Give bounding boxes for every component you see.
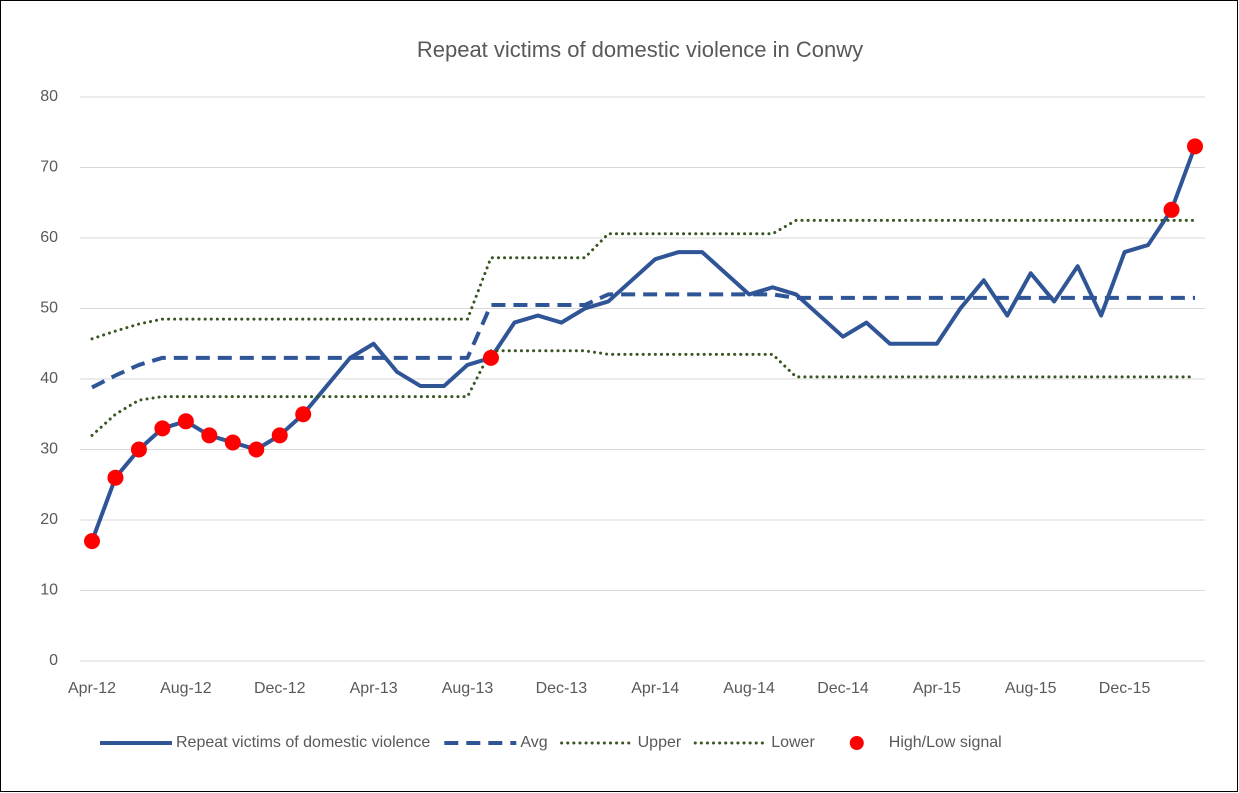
signal-marker (295, 406, 312, 423)
legend-label: Lower (771, 734, 815, 751)
signal-marker (107, 469, 124, 486)
x-tick-label: Dec-14 (817, 680, 869, 697)
x-tick-label: Apr-14 (631, 680, 679, 697)
signal-marker (1163, 201, 1180, 218)
legend-label: High/Low signal (889, 734, 1002, 751)
x-tick-label: Apr-12 (68, 680, 116, 697)
x-tick-label: Apr-13 (350, 680, 398, 697)
signal-marker (1187, 138, 1203, 155)
x-tick-label: Aug-15 (1005, 680, 1057, 697)
signal-marker (201, 427, 218, 444)
series-line (91, 292, 1195, 390)
signal-marker (271, 427, 288, 444)
y-tick-label: 20 (40, 511, 58, 528)
signal-marker (224, 434, 241, 451)
y-tick-label: 50 (40, 300, 58, 317)
y-tick-label: 30 (40, 441, 58, 458)
x-tick-label: Apr-15 (913, 680, 961, 697)
chart-title: Repeat victims of domestic violence in C… (417, 37, 863, 62)
y-tick-label: 0 (49, 652, 58, 669)
series-line (90, 349, 1197, 437)
y-tick-label: 10 (40, 582, 58, 599)
x-tick-label: Dec-15 (1099, 680, 1151, 697)
legend-label: Repeat victims of domestic violence (176, 734, 430, 751)
signal-marker (177, 413, 194, 430)
x-tick-label: Dec-13 (536, 680, 588, 697)
x-tick-label: Aug-14 (723, 680, 775, 697)
signal-marker (84, 533, 100, 550)
signal-marker (154, 420, 171, 437)
legend-label: Avg (520, 734, 547, 751)
x-tick-label: Aug-12 (160, 680, 212, 697)
legend-label: Upper (638, 734, 682, 751)
signal-marker (248, 441, 265, 458)
y-tick-label: 70 (40, 159, 58, 176)
legend-marker (849, 736, 864, 750)
y-tick-label: 80 (40, 88, 58, 105)
x-tick-label: Aug-13 (442, 680, 494, 697)
signal-marker (130, 441, 147, 458)
y-tick-label: 40 (40, 370, 58, 387)
signal-marker (482, 349, 499, 366)
x-tick-label: Dec-12 (254, 680, 306, 697)
y-tick-label: 60 (40, 229, 58, 246)
